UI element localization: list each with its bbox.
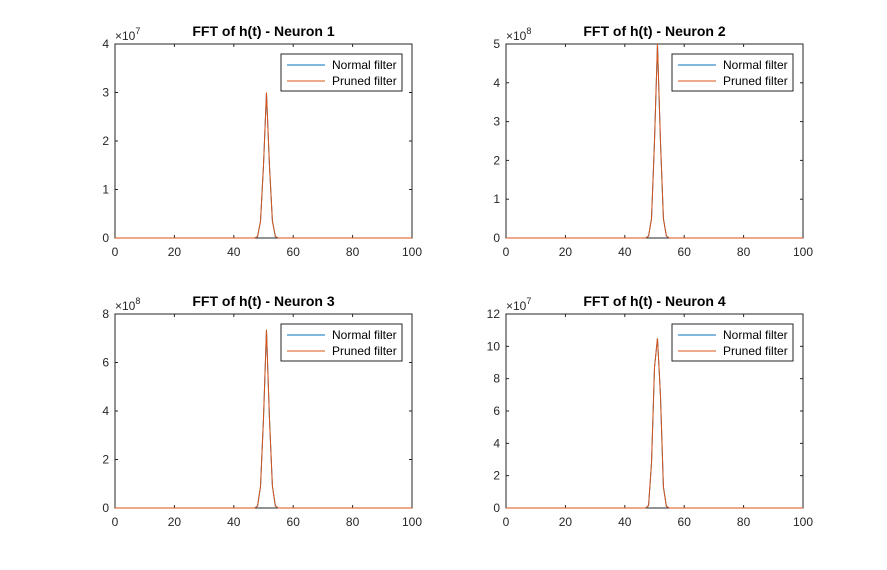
x-tick-label: 20 (168, 515, 182, 529)
legend-label: Pruned filter (723, 74, 788, 88)
y-tick-label: 4 (102, 37, 109, 51)
x-tick-label: 0 (112, 245, 119, 259)
y-tick-label: 2 (102, 453, 109, 467)
x-tick-label: 40 (618, 515, 632, 529)
y-tick-label: 6 (102, 356, 109, 370)
y-tick-label: 4 (493, 436, 500, 450)
x-tick-label: 60 (678, 515, 692, 529)
subplot-neuron-1: 0 20 40 60 80 100 0 1 2 3 4 ×107 FFT of h(t) - Neuro… (102, 23, 422, 259)
legend-label: Pruned filter (332, 344, 397, 358)
legend-box (280, 53, 403, 92)
chart-title: FFT of h(t) - Neuron 4 (583, 293, 726, 309)
y-exponent-base: ×10 (115, 29, 136, 43)
y-tick-label: 3 (102, 86, 109, 100)
x-tick-label: 100 (793, 245, 813, 259)
y-tick-label: 5 (493, 37, 500, 51)
series-line-pruned-filter (506, 43, 803, 239)
y-exponent-label: ×107 (506, 296, 531, 313)
legend-label: Normal filter (723, 328, 788, 342)
y-tick-label: 0 (493, 231, 500, 245)
y-tick-label: 8 (102, 307, 109, 321)
y-exponent-base: ×10 (506, 29, 527, 43)
legend-box (671, 323, 794, 362)
x-tick-label: 100 (402, 245, 422, 259)
x-tick-label: 80 (737, 245, 751, 259)
x-tick-label: 0 (503, 515, 510, 529)
subplot-neuron-4: 0 20 40 60 80 100 0 2 4 6 8 10 12 ×107 FFT of h(t) - N… (487, 293, 814, 529)
y-exponent-label: ×107 (115, 26, 140, 43)
series-line-pruned-filter (115, 329, 412, 509)
chart-title: FFT of h(t) - Neuron 2 (583, 23, 726, 39)
x-tick-label: 60 (287, 245, 301, 259)
legend-box (671, 53, 794, 92)
y-tick-label: 4 (102, 404, 109, 418)
chart-title: FFT of h(t) - Neuron 3 (192, 293, 335, 309)
y-tick-label: 0 (102, 231, 109, 245)
legend-label: Normal filter (332, 58, 397, 72)
x-tick-label: 0 (112, 515, 119, 529)
y-exponent-base: ×10 (115, 299, 136, 313)
x-tick-label: 0 (503, 245, 510, 259)
subplot-neuron-2: 0 20 40 60 80 100 0 1 2 3 4 5 ×108 FFT of h(t) - Neur… (493, 23, 813, 259)
x-tick-label: 80 (346, 515, 360, 529)
y-exponent-label: ×108 (506, 26, 531, 43)
x-tick-label: 100 (402, 515, 422, 529)
y-tick-label: 2 (102, 134, 109, 148)
y-tick-label: 12 (487, 307, 501, 321)
y-tick-label: 8 (493, 372, 500, 386)
y-tick-label: 0 (493, 501, 500, 515)
y-tick-label: 4 (493, 76, 500, 90)
x-tick-label: 40 (227, 515, 241, 529)
y-tick-label: 2 (493, 153, 500, 167)
legend-box (280, 323, 403, 362)
x-tick-label: 20 (559, 515, 573, 529)
y-tick-label: 1 (493, 192, 500, 206)
x-tick-label: 60 (678, 245, 692, 259)
series-line-pruned-filter (115, 92, 412, 239)
y-exponent-base: ×10 (506, 299, 527, 313)
x-tick-label: 100 (793, 515, 813, 529)
y-exponent-label: ×108 (115, 296, 140, 313)
y-exponent-power: 8 (135, 296, 140, 306)
legend-label: Normal filter (723, 58, 788, 72)
legend-label: Pruned filter (332, 74, 397, 88)
y-tick-label: 6 (493, 404, 500, 418)
x-tick-label: 20 (559, 245, 573, 259)
y-exponent-power: 8 (526, 26, 531, 36)
y-tick-label: 0 (102, 501, 109, 515)
y-tick-label: 2 (493, 469, 500, 483)
legend-label: Normal filter (332, 328, 397, 342)
legend-label: Pruned filter (723, 344, 788, 358)
x-tick-label: 40 (227, 245, 241, 259)
y-exponent-power: 7 (135, 26, 140, 36)
y-tick-label: 1 (102, 183, 109, 197)
x-tick-label: 80 (737, 515, 751, 529)
y-tick-label: 3 (493, 115, 500, 129)
x-tick-label: 60 (287, 515, 301, 529)
x-tick-label: 20 (168, 245, 182, 259)
series-line-pruned-filter (506, 338, 803, 509)
x-tick-label: 80 (346, 245, 360, 259)
y-tick-label: 10 (487, 339, 501, 353)
x-tick-label: 40 (618, 245, 632, 259)
y-exponent-power: 7 (526, 296, 531, 306)
chart-title: FFT of h(t) - Neuron 1 (192, 23, 335, 39)
